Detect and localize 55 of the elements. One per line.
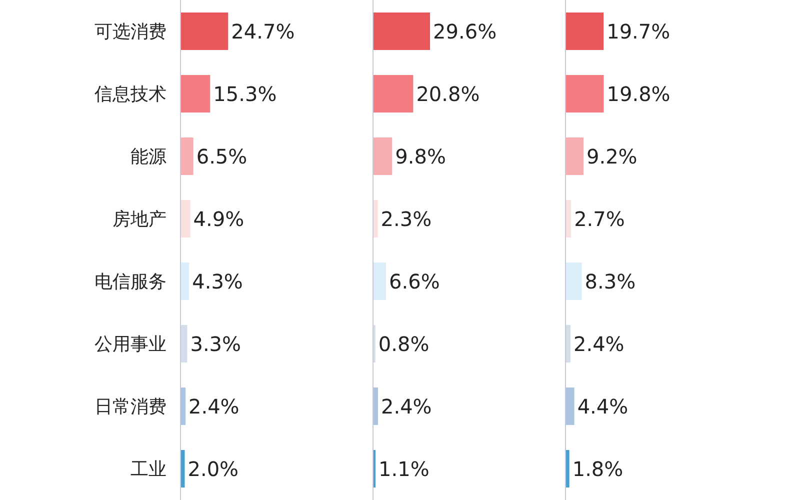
data-label: 4.3% [192, 269, 243, 294]
data-label: 20.8% [416, 82, 480, 106]
bar [566, 12, 604, 50]
y-tick-label: 工业 [130, 459, 166, 480]
y-tick-label: 信息技术 [94, 84, 166, 106]
data-label: 24.7% [231, 19, 295, 44]
bar [180, 138, 194, 175]
data-label: 2.4% [188, 394, 240, 418]
bar [373, 75, 414, 112]
bar [373, 200, 378, 238]
bar [566, 262, 582, 300]
y-tick-label: 日常消费 [94, 396, 166, 418]
bar [566, 138, 584, 175]
bar [180, 12, 228, 50]
bar [180, 450, 185, 488]
data-label: 2.7% [574, 206, 625, 231]
y-tick-label: 电信服务 [94, 272, 166, 293]
data-label: 9.2% [586, 144, 638, 168]
bar [373, 262, 386, 300]
bar [180, 75, 210, 112]
data-label: 2.0% [188, 456, 239, 481]
data-label: 19.8% [606, 82, 670, 106]
data-label: 0.8% [378, 332, 430, 356]
y-tick-label: 公用事业 [94, 334, 166, 356]
data-label: 2.4% [380, 394, 432, 418]
bar [566, 75, 604, 112]
bar [180, 200, 190, 238]
data-label: 1.1% [378, 456, 430, 481]
bar [373, 12, 430, 50]
bar [566, 200, 572, 238]
data-label: 4.4% [577, 394, 628, 418]
data-label: 6.5% [196, 144, 248, 168]
bar [373, 138, 392, 175]
y-tick-label: 房地产 [112, 209, 166, 230]
bar [373, 388, 378, 425]
bar [180, 388, 186, 425]
data-label: 29.6% [433, 19, 497, 44]
data-label: 15.3% [213, 82, 277, 106]
y-tick-label: 能源 [130, 146, 166, 168]
y-tick-label: 可选消费 [94, 22, 166, 43]
data-label: 8.3% [584, 269, 636, 294]
data-label: 4.9% [193, 206, 244, 231]
data-label: 19.7% [606, 19, 670, 44]
data-label: 9.8% [395, 144, 446, 168]
bar [180, 325, 188, 362]
bar [180, 262, 190, 300]
data-label: 3.3% [190, 332, 242, 356]
bar [566, 388, 574, 425]
bar [566, 325, 570, 362]
bar [566, 450, 570, 488]
data-label: 2.3% [380, 206, 432, 231]
data-label: 6.6% [389, 269, 440, 294]
data-label: 1.8% [572, 456, 624, 481]
bar [373, 450, 376, 488]
data-label: 2.4% [573, 332, 624, 356]
